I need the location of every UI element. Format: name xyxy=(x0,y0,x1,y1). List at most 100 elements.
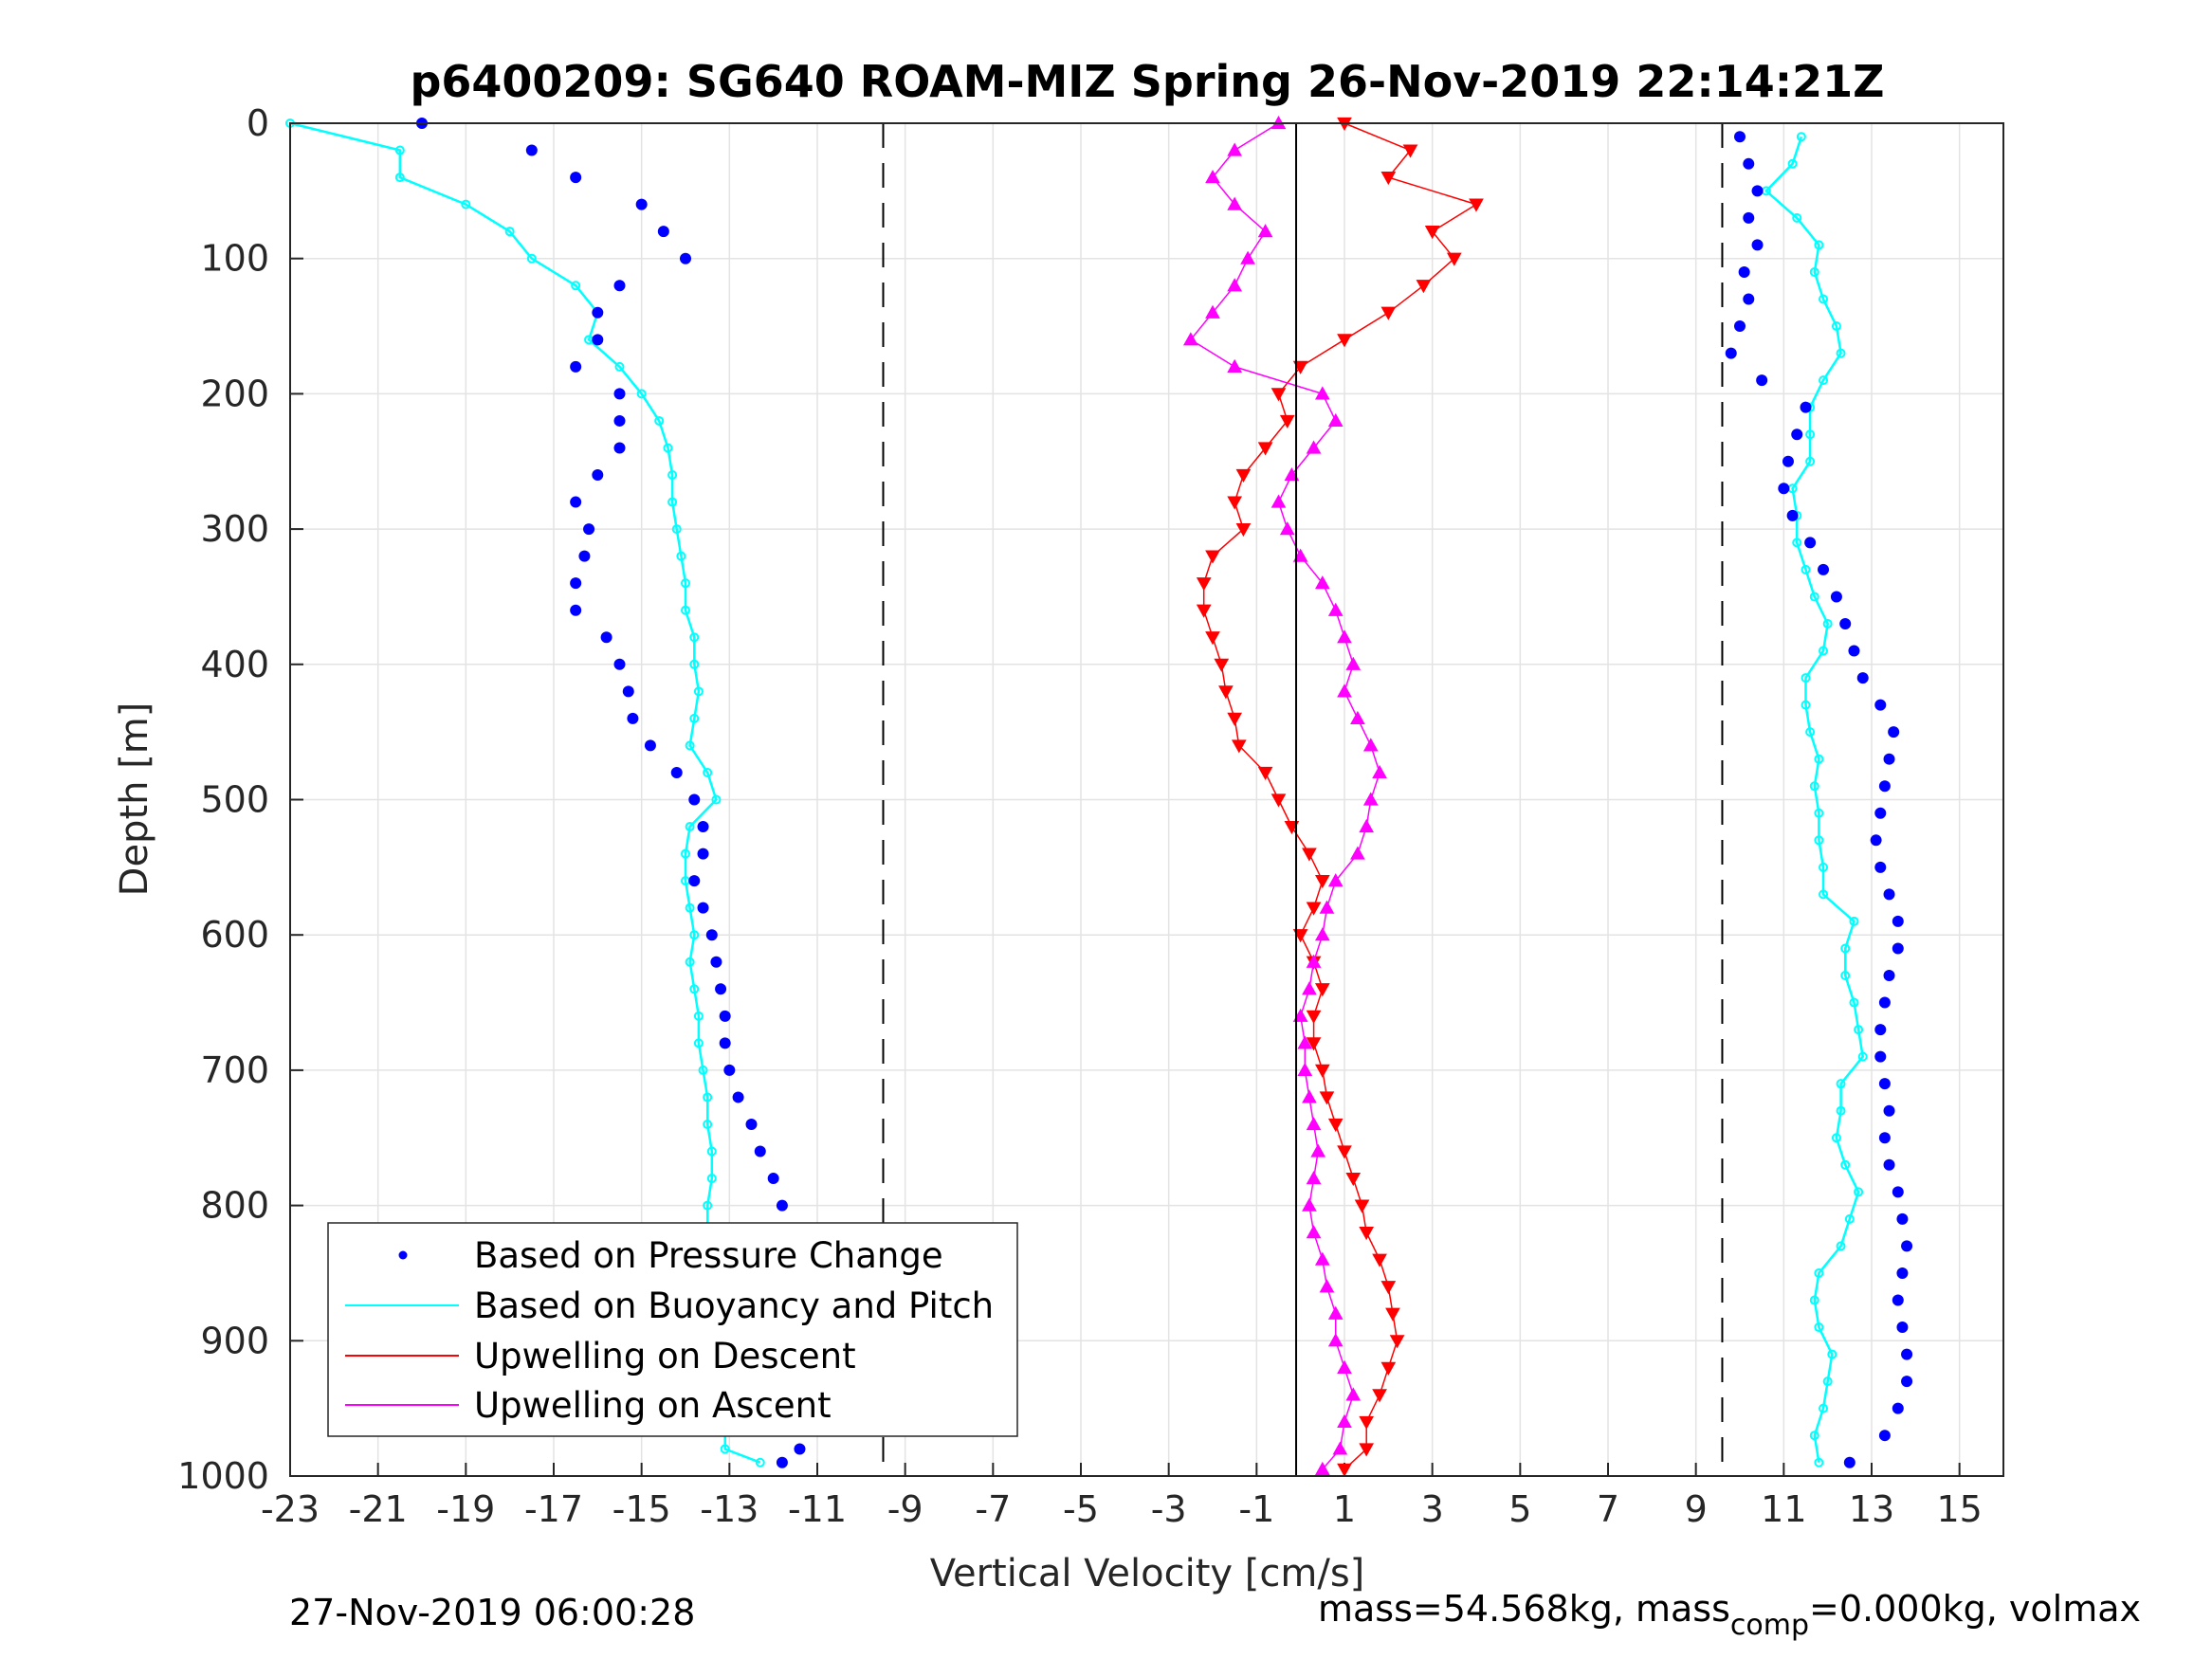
buoyancy-ascent-point xyxy=(1822,618,1833,629)
x-tick-label: -5 xyxy=(1063,1488,1099,1530)
buoyancy-descent-point xyxy=(685,740,695,751)
upwelling-descent-marker xyxy=(1327,1118,1344,1133)
upwelling-descent-marker xyxy=(1235,523,1252,538)
upwelling-ascent-marker xyxy=(1314,575,1330,590)
buoyancy-ascent-point xyxy=(1809,781,1819,792)
pressure-descent-point xyxy=(525,144,538,156)
upwelling-ascent-marker xyxy=(1302,1197,1317,1212)
upwelling-ascent-marker xyxy=(1297,1062,1313,1076)
y-tick-label: 700 xyxy=(200,1049,269,1091)
upwelling-ascent-marker xyxy=(1271,494,1287,508)
pressure-ascent-point xyxy=(1896,1212,1909,1225)
y-tick-label: 200 xyxy=(200,373,269,414)
upwelling-ascent-marker xyxy=(1337,684,1352,698)
buoyancy-descent-point xyxy=(676,551,686,561)
pressure-ascent-point xyxy=(1883,888,1895,901)
pressure-ascent-point xyxy=(1778,483,1790,495)
upwelling-descent-marker xyxy=(1205,550,1220,564)
pressure-descent-point xyxy=(767,1173,779,1185)
buoyancy-ascent-point xyxy=(1831,1133,1841,1143)
upwelling-descent-marker xyxy=(1257,766,1273,780)
pressure-descent-point xyxy=(754,1145,766,1158)
pressure-ascent-point xyxy=(1804,537,1817,549)
pressure-ascent-point xyxy=(1874,699,1887,711)
mass-annotation-rest: =0.000kg, volmax xyxy=(1809,1588,2141,1630)
upwelling-descent-marker xyxy=(1306,1010,1322,1024)
pressure-ascent-point xyxy=(1874,1024,1887,1036)
pressure-descent-point xyxy=(622,685,634,698)
upwelling-descent-marker xyxy=(1402,144,1418,158)
pressure-ascent-point xyxy=(1791,428,1803,441)
upwelling-ascent-marker xyxy=(1297,1035,1313,1049)
pressure-ascent-point xyxy=(1830,591,1842,603)
upwelling-descent-marker xyxy=(1446,252,1462,266)
buoyancy-ascent-point xyxy=(1819,646,1829,656)
pressure-descent-point xyxy=(627,712,639,724)
buoyancy-ascent-point xyxy=(1819,889,1829,900)
buoyancy-ascent-point xyxy=(1854,1187,1864,1197)
pressure-ascent-point xyxy=(1738,265,1750,278)
legend-label-ascent: Upwelling on Ascent xyxy=(474,1385,832,1426)
upwelling-descent-marker xyxy=(1416,280,1432,294)
upwelling-descent-marker xyxy=(1279,414,1295,428)
upwelling-ascent-marker xyxy=(1227,196,1243,210)
buoyancy-ascent-point xyxy=(1836,348,1846,358)
pressure-descent-point xyxy=(697,848,709,860)
mass-annotation-sub: comp xyxy=(1730,1609,1809,1642)
pressure-ascent-point xyxy=(1878,1132,1891,1144)
buoyancy-ascent-point xyxy=(1854,1025,1864,1035)
pressure-ascent-point xyxy=(1786,509,1799,521)
buoyancy-descent-point xyxy=(689,713,700,723)
upwelling-ascent-marker xyxy=(1327,602,1344,616)
buoyancy-ascent-point xyxy=(1814,835,1824,846)
pressure-descent-point xyxy=(578,550,591,562)
pressure-descent-point xyxy=(570,360,582,373)
buoyancy-ascent-point xyxy=(1805,456,1816,466)
pressure-descent-point xyxy=(745,1118,758,1130)
pressure-descent-point xyxy=(613,280,626,292)
upwelling-descent-marker xyxy=(1227,496,1243,510)
legend-marker-pressure xyxy=(398,1250,408,1260)
pressure-descent-point xyxy=(570,172,582,184)
upwelling-ascent-marker xyxy=(1314,1251,1330,1266)
upwelling-ascent-marker xyxy=(1306,440,1322,454)
buoyancy-descent-point xyxy=(681,605,690,615)
pressure-ascent-point xyxy=(1743,293,1755,305)
x-tick-label: 11 xyxy=(1761,1488,1806,1530)
upwelling-ascent-marker xyxy=(1327,412,1344,428)
upwelling-descent-marker xyxy=(1205,631,1220,646)
upwelling-descent-marker xyxy=(1372,1389,1387,1403)
pressure-ascent-point xyxy=(1901,1376,1913,1388)
pressure-descent-point xyxy=(776,1199,788,1212)
buoyancy-ascent-point xyxy=(1792,538,1802,548)
pressure-descent-point xyxy=(680,252,691,264)
pressure-descent-point xyxy=(592,334,604,346)
upwelling-descent-marker xyxy=(1314,983,1330,997)
upwelling-ascent-marker xyxy=(1240,250,1255,264)
upwelling-ascent-marker xyxy=(1306,1225,1322,1239)
upwelling-ascent-marker xyxy=(1227,142,1243,156)
x-tick-label: -3 xyxy=(1151,1488,1187,1530)
upwelling-ascent-marker xyxy=(1362,792,1379,806)
pressure-descent-point xyxy=(613,414,626,427)
upwelling-ascent-marker xyxy=(1319,900,1335,914)
x-tick-label: -13 xyxy=(700,1488,759,1530)
buoyancy-ascent-point xyxy=(1814,1322,1824,1333)
upwelling-descent-marker xyxy=(1271,388,1287,402)
upwelling-descent-marker xyxy=(1218,685,1234,700)
pressure-descent-point xyxy=(583,523,595,536)
buoyancy-ascent-point xyxy=(1840,1159,1851,1170)
pressure-ascent-point xyxy=(1896,1267,1909,1279)
x-tick-label: -17 xyxy=(524,1488,583,1530)
x-tick-label: -9 xyxy=(887,1488,923,1530)
buoyancy-descent-point xyxy=(526,253,537,264)
buoyancy-ascent-point xyxy=(1796,132,1806,142)
date-annotation: 27-Nov-2019 06:00:28 xyxy=(289,1592,695,1633)
pressure-ascent-point xyxy=(1901,1240,1913,1252)
upwelling-descent-marker xyxy=(1214,658,1230,672)
buoyancy-ascent-point xyxy=(1840,971,1851,981)
buoyancy-descent-point xyxy=(614,361,625,372)
y-tick-label: 300 xyxy=(200,508,269,550)
pressure-descent-point xyxy=(644,739,656,752)
